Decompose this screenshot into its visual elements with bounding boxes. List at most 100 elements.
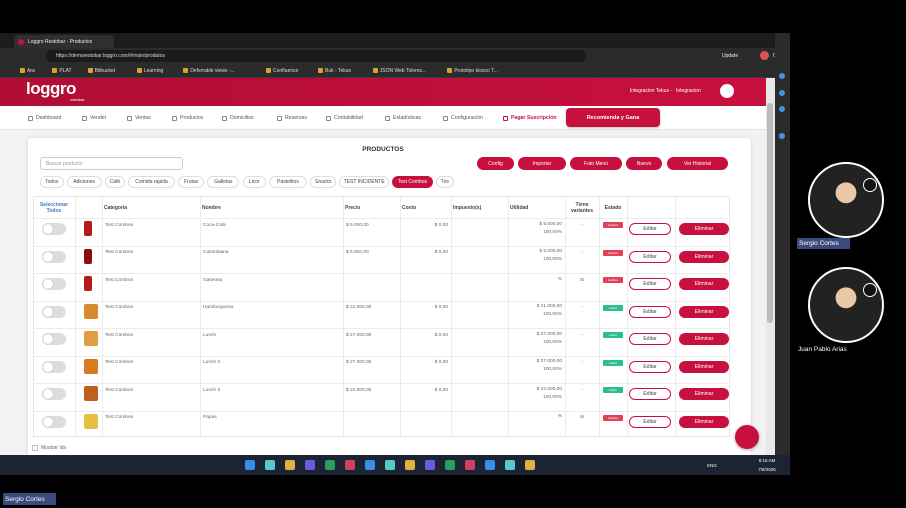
row-divider	[33, 355, 730, 357]
chat-fab[interactable]	[735, 425, 759, 449]
cta-button[interactable]: Recomienda y Gana	[566, 108, 660, 127]
cell-variants: -	[581, 360, 583, 365]
row-divider	[33, 383, 730, 384]
delete-button[interactable]: Eliminar	[679, 305, 729, 318]
product-image	[84, 221, 92, 236]
cell-name: Lunch 2	[203, 360, 221, 365]
filter-chip[interactable]: Pastelitos	[269, 176, 307, 188]
user-avatar[interactable]	[720, 84, 734, 98]
show-ids-checkbox[interactable]	[32, 445, 38, 451]
cell-name: Coca-Cola	[203, 222, 226, 228]
bookmark[interactable]: Buk - Tekus	[325, 68, 352, 74]
bookmark[interactable]: Ara	[27, 68, 35, 74]
nav-item[interactable]: Contabilidad	[334, 115, 363, 121]
bookmark[interactable]: Prototipo kiosco T...	[454, 68, 498, 74]
filter-chip[interactable]: Licor	[242, 176, 266, 188]
edit-button[interactable]: Editar	[629, 333, 671, 345]
filter-chip[interactable]: Tés	[435, 176, 454, 188]
delete-button[interactable]: Eliminar	[679, 223, 729, 235]
edit-button[interactable]: Editar	[629, 415, 671, 428]
action-button[interactable]: Importar	[518, 157, 566, 170]
filter-chip[interactable]: Todos	[40, 176, 64, 188]
nav-icon	[82, 116, 87, 121]
nav-item[interactable]: Ventas	[135, 115, 151, 121]
action-button[interactable]: Ver Historial	[667, 157, 728, 170]
product-image	[84, 276, 92, 291]
filter-chip[interactable]: Snacks	[310, 176, 337, 188]
url-box[interactable]: https://demorestobar.loggro.com/#/main/p…	[46, 50, 586, 62]
cell-name: Papas	[203, 415, 217, 420]
taskbar-icon[interactable]	[265, 460, 275, 470]
column-header[interactable]: Seleccionar Todos	[39, 202, 69, 214]
taskbar-icon[interactable]	[325, 460, 335, 470]
scrollbar-thumb	[767, 103, 773, 323]
delete-button[interactable]: Eliminar	[679, 360, 729, 373]
sidebar-icon	[779, 73, 785, 79]
participant-name: Juan Pablo Arias	[798, 346, 847, 353]
bookmark[interactable]: PLAT	[59, 68, 72, 74]
nav-item[interactable]: Productos	[180, 115, 204, 121]
edit-button[interactable]: Editar	[629, 360, 671, 373]
taskbar-icon[interactable]	[285, 460, 295, 470]
action-button[interactable]: Config	[477, 157, 514, 170]
edit-button[interactable]: Editar	[629, 223, 671, 235]
nav-item[interactable]: Configuración	[451, 115, 484, 121]
toggle-knob	[43, 389, 53, 399]
nav-item[interactable]: Estadísticas	[393, 115, 421, 121]
taskbar-icon[interactable]	[505, 460, 515, 470]
edge-sidebar	[775, 33, 790, 475]
taskbar: ENG 8:16 AM 7/8/2026	[0, 455, 790, 475]
taskbar-icon[interactable]	[465, 460, 475, 470]
row-divider	[33, 300, 730, 302]
nav-item[interactable]: Domicilios	[230, 115, 254, 121]
filter-chip[interactable]: TEST INCIDENTE	[339, 176, 389, 188]
cell-name: Gaseosa	[203, 277, 223, 283]
delete-button[interactable]: Eliminar	[679, 415, 729, 428]
bookmark[interactable]: Learning	[143, 68, 164, 74]
sidebar-icon	[779, 133, 785, 139]
bookmark[interactable]: Deferrable views -...	[190, 68, 235, 74]
filter-chip[interactable]: Café	[104, 176, 126, 188]
taskbar-icon[interactable]	[385, 460, 395, 470]
delete-button[interactable]: Eliminar	[679, 250, 729, 263]
nav-icon	[222, 116, 227, 121]
taskbar-icon[interactable]	[525, 460, 535, 470]
nav-item[interactable]: Pagar Suscripción	[511, 115, 557, 121]
action-button[interactable]: Nuevo	[626, 157, 662, 170]
nav-item[interactable]: Vender	[90, 115, 107, 121]
taskbar-icon[interactable]	[405, 460, 415, 470]
edit-button[interactable]: Editar	[629, 278, 671, 290]
edit-button[interactable]: Editar	[629, 305, 671, 318]
bookmark[interactable]: JSON Web Tokens...	[379, 68, 427, 74]
filter-chip[interactable]: Frutas	[177, 176, 205, 188]
profile-button[interactable]: Update	[722, 53, 739, 59]
taskbar-icon[interactable]	[365, 460, 375, 470]
taskbar-icon[interactable]	[485, 460, 495, 470]
bookmark[interactable]: Confluence	[273, 68, 299, 74]
delete-button[interactable]: Eliminar	[679, 388, 729, 400]
taskbar-icon[interactable]	[425, 460, 435, 470]
search-input[interactable]: Buscar producto	[40, 157, 183, 170]
taskbar-icon[interactable]	[345, 460, 355, 470]
nav-item[interactable]: Dashboard	[36, 115, 62, 121]
delete-button[interactable]: Eliminar	[679, 278, 729, 290]
filter-chip[interactable]: Galletas	[207, 176, 240, 188]
cell-price: $ 21.000,00	[346, 305, 372, 310]
taskbar-icon[interactable]	[305, 460, 315, 470]
sidebar-icon	[779, 90, 785, 96]
cell-price: $ 27.000,00	[346, 332, 372, 338]
delete-button[interactable]: Eliminar	[679, 333, 729, 345]
action-button[interactable]: Foto Menú	[570, 157, 622, 170]
clock-date: 7/8/2026	[758, 467, 776, 472]
filter-chip[interactable]: Comida rapida	[128, 176, 175, 188]
filter-chip[interactable]: Test Combos	[392, 176, 433, 188]
nav-item[interactable]: Reservas	[285, 115, 307, 121]
product-image	[84, 386, 98, 401]
filter-chip[interactable]: Adiciones	[66, 176, 102, 188]
edit-button[interactable]: Editar	[629, 388, 671, 400]
taskbar-icon[interactable]	[245, 460, 255, 470]
taskbar-icon[interactable]	[445, 460, 455, 470]
edit-button[interactable]: Editar	[629, 250, 671, 263]
bookmark[interactable]: Bitbucket	[94, 68, 116, 74]
cell-cost: $ 0,00	[434, 222, 448, 228]
